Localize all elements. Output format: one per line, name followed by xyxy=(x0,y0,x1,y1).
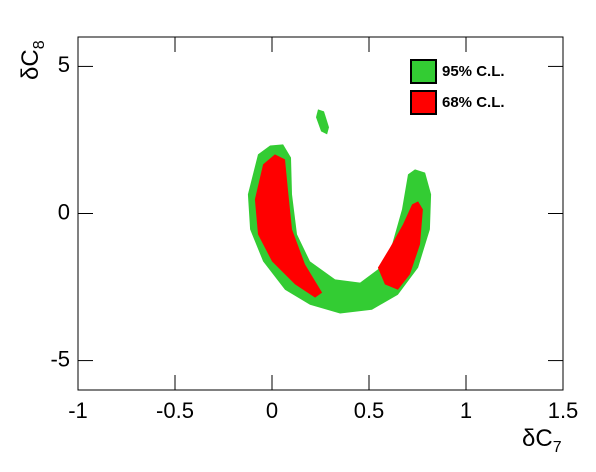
confidence-region xyxy=(316,109,329,135)
x-tick-label: -1 xyxy=(68,398,88,423)
y-title-sub: 8 xyxy=(31,40,48,49)
x-tick-label: -0.5 xyxy=(156,398,194,423)
y-axis-title: δC8 xyxy=(17,40,48,80)
plot-area xyxy=(247,109,432,314)
y-tick-label: 5 xyxy=(58,52,70,77)
x-title-main: δC xyxy=(522,425,553,452)
x-tick-label: 0.5 xyxy=(354,398,385,423)
y-title-main: δC xyxy=(17,49,44,80)
confidence-region xyxy=(254,154,323,298)
x-tick-label: 0 xyxy=(266,398,278,423)
legend-label: 95% C.L. xyxy=(442,63,505,80)
y-tick-label: 0 xyxy=(58,199,70,224)
x-tick-label: 1.5 xyxy=(548,398,579,423)
confidence-region xyxy=(377,201,423,290)
legend-swatch xyxy=(410,59,437,84)
x-axis-title: δC7 xyxy=(522,425,562,456)
legend-label: 68% C.L. xyxy=(442,94,505,111)
y-tick-label: -5 xyxy=(50,346,70,371)
x-tick-label: 1 xyxy=(460,398,472,423)
legend-swatch xyxy=(410,90,437,115)
x-title-sub: 7 xyxy=(553,439,562,456)
